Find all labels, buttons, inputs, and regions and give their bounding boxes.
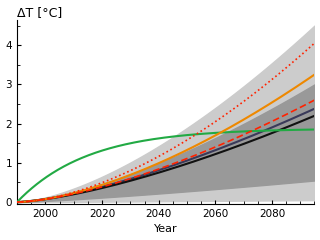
X-axis label: Year: Year [154, 224, 178, 234]
Text: ΔT [°C]: ΔT [°C] [17, 6, 62, 18]
